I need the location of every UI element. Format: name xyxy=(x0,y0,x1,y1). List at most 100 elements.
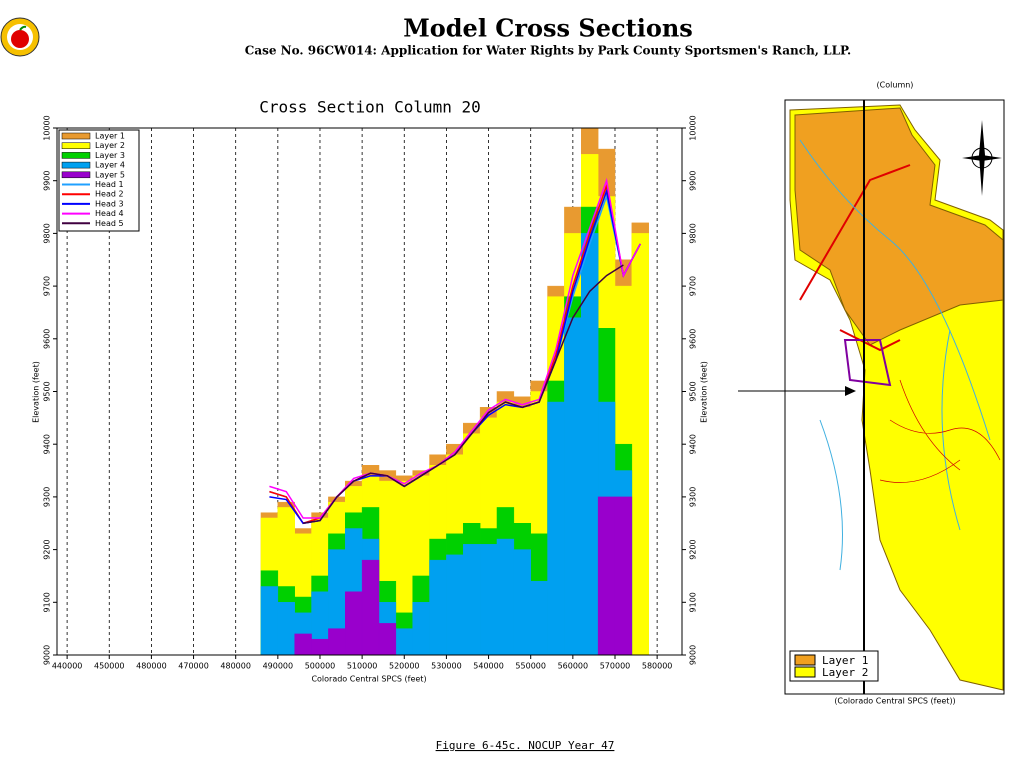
map-road xyxy=(799,164,911,352)
layer-cell xyxy=(429,559,447,656)
layer-cell xyxy=(294,633,312,656)
y2-tick-label: 9800 xyxy=(689,223,698,243)
x-tick-label: 540000 xyxy=(473,662,504,671)
legend-swatch xyxy=(61,171,91,179)
x-tick-label: 530000 xyxy=(431,662,462,671)
legend-label: Layer 2 xyxy=(95,141,125,150)
layer-cell xyxy=(328,628,346,656)
layer-cell xyxy=(361,559,380,656)
x-tick-label: 510000 xyxy=(347,662,378,671)
legend-label: Layer 3 xyxy=(95,151,125,160)
x-tick-label: 440000 xyxy=(52,662,83,671)
legend-label: Layer 1 xyxy=(95,132,125,141)
layer-cell xyxy=(631,233,649,656)
map-outline xyxy=(843,339,892,387)
layer-cell xyxy=(345,591,363,656)
chart-title: Cross Section Column 20 xyxy=(259,98,481,117)
layer-cell xyxy=(412,602,430,656)
y-axis-label: Elevation (feet) xyxy=(32,361,41,423)
legend-swatch xyxy=(61,161,91,169)
map-legend-label: Layer 1 xyxy=(822,654,868,667)
page-title: Model Cross Sections xyxy=(403,14,693,43)
layer-cell xyxy=(530,580,548,656)
y-tick-label: 9800 xyxy=(43,223,52,243)
layer-cell xyxy=(277,602,295,656)
y-tick-label: 9600 xyxy=(43,329,52,349)
x-tick-label: 520000 xyxy=(389,662,420,671)
legend-label: Head 5 xyxy=(95,219,124,228)
map-legend-swatch xyxy=(794,666,816,678)
y-tick-label: 9300 xyxy=(43,487,52,507)
y2-tick-label: 9900 xyxy=(689,171,698,191)
head-line xyxy=(303,264,624,524)
y2-tick-label: 9100 xyxy=(689,592,698,612)
layer-cell xyxy=(513,549,531,656)
logo xyxy=(0,17,40,57)
legend-label: Head 1 xyxy=(95,180,124,189)
y-tick-label: 9200 xyxy=(43,539,52,559)
cross-section-chart: 440000 450000 480000 470000 480000 490000 5000… xyxy=(43,115,698,670)
layer-cell xyxy=(547,401,565,656)
layer-cell xyxy=(496,538,515,656)
map: Layer 1 Layer 2 (Column) (Colorado Centr… xyxy=(738,81,1005,706)
layer-cell xyxy=(378,623,397,656)
y-tick-label: 9000 xyxy=(43,645,52,665)
y-tick-label: 9400 xyxy=(43,434,52,454)
x-axis-label: Colorado Central SPCS (feet) xyxy=(311,675,426,684)
legend-label: Layer 4 xyxy=(95,161,125,170)
layer-cell xyxy=(260,586,279,656)
map-river xyxy=(799,139,991,571)
legend-swatch xyxy=(61,142,91,149)
x-tick-label: 580000 xyxy=(642,662,673,671)
y-tick-label: 9900 xyxy=(43,171,52,191)
y2-tick-label: 9500 xyxy=(689,381,698,401)
layer-cell xyxy=(614,496,633,656)
y-tick-label: 9500 xyxy=(43,381,52,401)
page-subtitle: Case No. 96CW014: Application for Water … xyxy=(245,44,851,58)
map-legend-label: Layer 2 xyxy=(822,666,868,679)
caption: Figure 6-45c. NOCUP Year 47 xyxy=(436,739,615,752)
map-x-label: (Colorado Central SPCS (feet)) xyxy=(834,697,955,706)
y2-tick-label: 9200 xyxy=(689,539,698,559)
legend-swatch xyxy=(61,152,91,159)
y2-tick-label: 9000 xyxy=(689,645,698,665)
layer-cell xyxy=(395,628,413,656)
x-tick-label: 480000 xyxy=(136,662,167,671)
layer-cell xyxy=(446,554,464,656)
y-tick-label: 9100 xyxy=(43,592,52,612)
layer-cell xyxy=(581,233,599,656)
y2-tick-label: 9300 xyxy=(689,487,698,507)
layer-cell xyxy=(463,544,481,656)
legend-label: Layer 5 xyxy=(95,170,125,179)
y2-tick-label: 9700 xyxy=(689,276,698,296)
y2-tick-label: 9600 xyxy=(689,329,698,349)
x-tick-label: 560000 xyxy=(558,662,589,671)
x-tick-label: 550000 xyxy=(515,662,546,671)
x-tick-label: 470000 xyxy=(178,662,209,671)
y2-tick-label: 9400 xyxy=(689,434,698,454)
map-compass xyxy=(962,120,1002,196)
y-tick-label: 9700 xyxy=(43,276,52,296)
y-tick-label: 10000 xyxy=(43,115,52,140)
x-tick-label: 500000 xyxy=(305,662,336,671)
plot-frame xyxy=(56,127,683,656)
map-lines xyxy=(879,379,1001,483)
map-arrow-head xyxy=(845,386,856,396)
y2-axis-label: Elevation (feet) xyxy=(700,361,709,423)
y2-tick-label: 10000 xyxy=(689,115,698,140)
legend-label: Head 4 xyxy=(95,209,124,218)
map-layer-1 xyxy=(794,107,1004,346)
legend-label: Head 3 xyxy=(95,199,124,208)
layer-cell xyxy=(479,544,498,656)
map-top-label: (Column) xyxy=(877,81,914,90)
legend-swatch xyxy=(61,132,91,140)
layer-cell xyxy=(564,317,582,656)
x-tick-label: 570000 xyxy=(600,662,631,671)
layer-cell xyxy=(311,638,329,656)
x-tick-label: 480000 xyxy=(220,662,251,671)
map-legend-swatch xyxy=(794,654,816,666)
x-tick-label: 490000 xyxy=(263,662,294,671)
layer-cell xyxy=(597,496,616,656)
x-tick-label: 450000 xyxy=(94,662,125,671)
